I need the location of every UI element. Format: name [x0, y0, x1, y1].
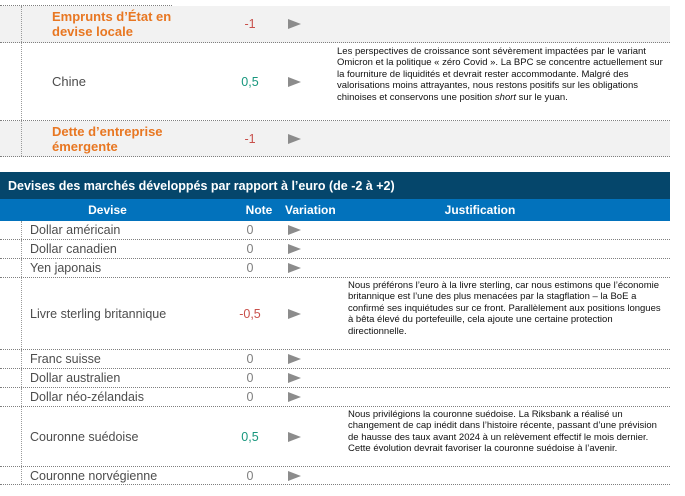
note-value: 0 — [246, 352, 254, 366]
table-row-livre-sterling: Livre sterling britannique -0,5 Nous pré… — [0, 278, 670, 350]
category-label-cell: Emprunts d’État en devise locale — [22, 6, 215, 42]
note-value: 0 — [246, 242, 254, 256]
note-value: 0 — [246, 371, 254, 385]
category-label-cell: Dette d’entreprise émergente — [22, 121, 215, 156]
justification-cell — [335, 6, 670, 42]
variation-arrow-icon — [288, 470, 301, 481]
table-row-yen-japonais: Yen japonais 0 — [0, 259, 670, 278]
note-value: -0,5 — [239, 306, 261, 321]
variation-arrow-icon — [288, 354, 301, 364]
note-value: -1 — [244, 131, 256, 146]
justification-part: Les perspectives de croissance sont sévè… — [337, 46, 663, 103]
variation-arrow-icon — [288, 133, 301, 144]
table-row-dollar-canadien: Dollar canadien 0 — [0, 240, 670, 259]
note-value: 0,5 — [241, 429, 259, 444]
country-label-cell: Chine — [22, 43, 215, 120]
emerging-debt-section: Emprunts d’État en devise locale -1 Chin… — [0, 5, 670, 157]
variation-cell — [285, 121, 335, 156]
variation-cell — [285, 407, 335, 466]
variation-arrow-icon — [288, 373, 301, 383]
column-header-note: Note — [245, 203, 273, 217]
table-row-couronne-norvegienne: Couronne norvégienne 0 — [0, 467, 670, 485]
note-value: 0 — [246, 223, 254, 237]
variation-arrow-icon — [288, 225, 301, 235]
variation-arrow-icon — [288, 244, 301, 254]
variation-cell — [285, 467, 335, 484]
note-value: 0,5 — [241, 74, 259, 89]
table-row-emprunts-etat: Emprunts d’État en devise locale -1 — [0, 6, 670, 43]
table-row-dollar-neo-zelandais: Dollar néo-zélandais 0 — [0, 388, 670, 407]
variation-arrow-icon — [288, 308, 301, 319]
indent-cell — [0, 6, 22, 42]
indent-cell — [0, 369, 22, 387]
variation-arrow-icon — [288, 76, 301, 87]
justification-text: Les perspectives de croissance sont sévè… — [335, 43, 670, 120]
section-title: Devises des marchés développés par rappo… — [0, 172, 670, 199]
justification-text — [335, 467, 670, 484]
currency-name: Dollar australien — [30, 371, 121, 385]
justification-text: Nous privilégions la couronne suédoise. … — [348, 409, 657, 455]
indent-cell — [0, 407, 22, 466]
variation-cell — [285, 221, 335, 239]
table-row-franc-suisse: Franc suisse 0 — [0, 350, 670, 369]
justification-text: Nous préférons l’euro à la livre sterlin… — [348, 280, 661, 337]
column-header-justification: Justification — [444, 203, 516, 217]
column-header-variation: Variation — [285, 203, 336, 217]
currency-name: Dollar américain — [30, 223, 121, 237]
note-value: 0 — [246, 261, 254, 275]
currency-name: Franc suisse — [30, 352, 101, 366]
category-label: Dette d’entreprise émergente — [52, 123, 163, 154]
indent-cell — [0, 388, 22, 406]
variation-cell — [285, 240, 335, 258]
justification-text — [335, 259, 670, 277]
variation-cell — [285, 6, 335, 42]
note-value: 0 — [246, 468, 254, 483]
currency-name: Dollar canadien — [30, 242, 117, 256]
justification-cell — [335, 121, 670, 156]
note-value: -1 — [244, 17, 256, 31]
justification-text — [335, 369, 670, 387]
indent-cell — [0, 278, 22, 349]
table-row-chine: Chine 0,5 Les perspectives de croissance… — [0, 43, 670, 121]
indent-cell — [0, 240, 22, 258]
table-row-dette-entreprise: Dette d’entreprise émergente -1 — [0, 121, 670, 157]
variation-cell — [285, 43, 335, 120]
indent-cell — [0, 121, 22, 156]
justification-text — [335, 350, 670, 368]
currency-name: Livre sterling britannique — [30, 306, 167, 321]
country-label: Chine — [52, 74, 86, 89]
category-label: Emprunts d’État en devise locale — [52, 9, 172, 39]
variation-cell — [285, 278, 335, 349]
variation-cell — [285, 369, 335, 387]
currency-name: Couronne suédoise — [30, 429, 139, 444]
currency-name: Dollar néo-zélandais — [30, 390, 144, 404]
justification-part-italic: short — [494, 91, 517, 103]
table-row-couronne-suedoise: Couronne suédoise 0,5 Nous privilégions … — [0, 407, 670, 467]
indent-cell — [0, 43, 22, 120]
justification-text — [335, 240, 670, 258]
table-row-dollar-australien: Dollar australien 0 — [0, 369, 670, 388]
indent-cell — [0, 350, 22, 368]
variation-cell — [285, 350, 335, 368]
variation-arrow-icon — [288, 392, 301, 402]
indent-cell — [0, 467, 22, 484]
currency-name: Yen japonais — [30, 261, 102, 275]
note-value: 0 — [246, 390, 254, 404]
justification-text — [335, 388, 670, 406]
indent-cell — [0, 259, 22, 277]
variation-arrow-icon — [288, 431, 301, 442]
indent-cell — [0, 221, 22, 239]
variation-cell — [285, 259, 335, 277]
column-header-row: Devise Note Variation Justification — [0, 199, 670, 221]
table-row-dollar-americain: Dollar américain 0 — [0, 221, 670, 240]
justification-part: sur le yuan. — [516, 91, 568, 103]
variation-arrow-icon — [288, 19, 301, 29]
variation-arrow-icon — [288, 263, 301, 273]
divider — [0, 5, 172, 6]
currency-name: Couronne norvégienne — [30, 468, 158, 483]
justification-text — [335, 221, 670, 239]
column-header-devise: Devise — [88, 203, 127, 217]
variation-cell — [285, 388, 335, 406]
